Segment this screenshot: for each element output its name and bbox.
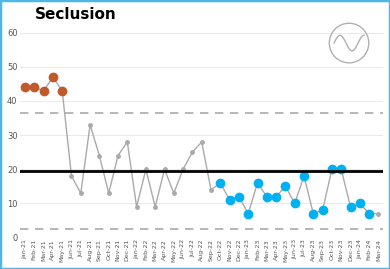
Text: Seclusion: Seclusion	[35, 7, 117, 22]
